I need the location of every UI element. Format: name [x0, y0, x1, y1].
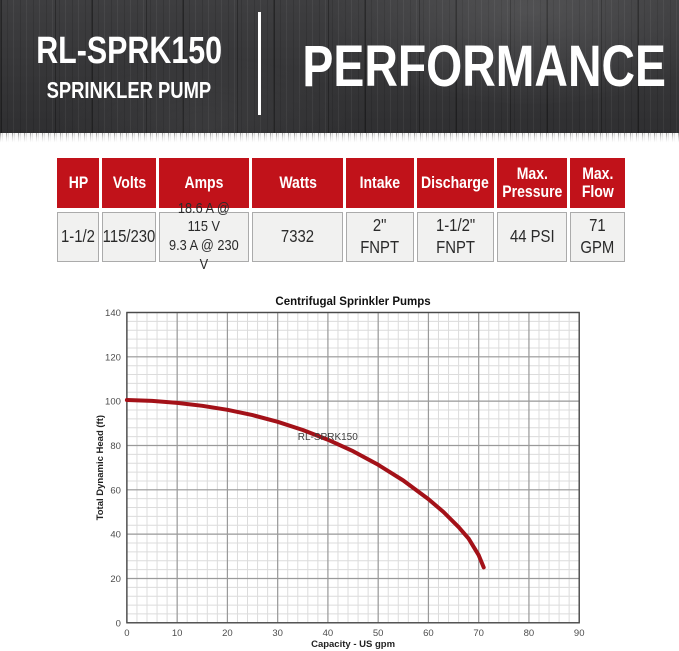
y-tick-label: 40 — [110, 530, 121, 541]
spec-column-discharge: Discharge 1-1/2" FNPT — [416, 158, 494, 262]
x-tick-label: 50 — [373, 628, 384, 639]
spec-header-cell: Max. Flow — [570, 158, 625, 208]
curve-label: RL-SPRK150 — [298, 432, 358, 443]
pump-curve — [124, 398, 486, 570]
x-tick-label: 0 — [124, 628, 129, 639]
spec-value: 1-1/2 — [61, 226, 96, 247]
spec-column-max-flow: Max. Flow 71 GPM — [570, 158, 625, 262]
y-tick-label: 120 — [105, 352, 121, 363]
spec-header-cell: Max. Pressure — [496, 158, 568, 208]
x-tick-label: 60 — [423, 628, 434, 639]
spec-column-volts: Volts 115/230 — [102, 158, 157, 262]
spec-header-label: Amps — [184, 173, 224, 192]
product-type: SPRINKLER PUMP — [46, 76, 212, 103]
plot-border — [126, 311, 580, 624]
y-tick-label: 100 — [105, 397, 121, 408]
y-tick-label: 140 — [105, 308, 121, 319]
y-tick-label: 0 — [116, 618, 121, 629]
spec-value: 44 PSI — [509, 226, 555, 247]
x-tick-label: 70 — [473, 628, 484, 639]
spec-column-intake: Intake 2" FNPT — [346, 158, 414, 262]
chart-title: Centrifugal Sprinkler Pumps — [275, 296, 430, 308]
performance-title: PERFORMANCE — [302, 33, 667, 99]
spec-header-cell: Watts — [251, 158, 344, 208]
spec-header-label: HP — [68, 173, 88, 192]
x-tick-label: 90 — [574, 628, 585, 639]
torn-edge — [0, 133, 679, 143]
spec-value: 115/230 — [102, 226, 156, 247]
y-tick-label: 80 — [110, 441, 121, 452]
spec-column-max-pressure: Max. Pressure 44 PSI — [496, 158, 568, 262]
spec-header-label: Watts — [278, 173, 317, 192]
performance-chart: RL-SPRK150 0 10 20 30 40 50 60 70 80 90 0 20 40 60 80 10… — [0, 283, 679, 651]
spec-header-cell: Intake — [346, 158, 414, 208]
spec-value: 71 GPM — [580, 215, 615, 257]
spec-value-cell: 1-1/2" FNPT — [416, 212, 494, 262]
x-tick-label: 80 — [524, 628, 535, 639]
spec-column-watts: Watts 7332 — [251, 158, 344, 262]
product-model: RL-SPRK150 — [36, 29, 222, 72]
performance-title-block: PERFORMANCE — [290, 0, 679, 133]
x-tick-label: 40 — [323, 628, 334, 639]
spec-header-label: Max. Pressure — [502, 164, 563, 201]
product-title-block: RL-SPRK150 SPRINKLER PUMP — [0, 0, 258, 133]
pump-curve-chart: RL-SPRK150 0 10 20 30 40 50 60 70 80 90 0 20 40 60 80 10… — [95, 296, 585, 650]
spec-column-hp: HP 1-1/2 — [57, 158, 100, 262]
spec-header-cell: Amps — [159, 158, 249, 208]
spec-header-cell: HP — [57, 158, 100, 208]
spec-value-cell: 18.6 A @ 115 V 9.3 A @ 230 V — [159, 200, 249, 273]
spec-value-cell: 2" FNPT — [346, 212, 414, 262]
spec-value: 7332 — [281, 226, 315, 247]
spec-value-cell: 44 PSI — [496, 212, 568, 262]
spec-value-cell: 71 GPM — [570, 212, 625, 262]
spec-header-label: Intake — [359, 173, 401, 192]
y-axis-label: Total Dynamic Head (ft) — [95, 415, 106, 520]
x-tick-label: 30 — [272, 628, 283, 639]
plot-background — [126, 312, 580, 623]
spec-value: 2" FNPT — [360, 215, 400, 257]
spec-header-label: Max. Flow — [581, 164, 614, 201]
spec-table-columns: HP 1-1/2 Volts 115/230 Amps 18.6 A @ 115 V 9.… — [57, 158, 625, 273]
spec-value-cell: 7332 — [251, 212, 344, 262]
x-axis-label: Capacity - US gpm — [311, 639, 395, 650]
spec-value: 1-1/2" FNPT — [435, 215, 475, 257]
spec-column-amps: Amps 18.6 A @ 115 V 9.3 A @ 230 V — [159, 158, 249, 273]
spec-value-cell: 115/230 — [102, 212, 157, 262]
spec-header-label: Discharge — [421, 173, 490, 192]
spec-header-label: Volts — [112, 173, 146, 192]
spec-value: 18.6 A @ 115 V 9.3 A @ 230 V — [169, 199, 239, 273]
y-tick-label: 20 — [110, 574, 121, 585]
spec-header-cell: Volts — [102, 158, 157, 208]
x-tick-label: 20 — [222, 628, 233, 639]
y-tick-label: 60 — [110, 485, 121, 496]
x-tick-label: 10 — [172, 628, 183, 639]
spec-value-cell: 1-1/2 — [57, 212, 100, 262]
spec-table: HP 1-1/2 Volts 115/230 Amps 18.6 A @ 115 V 9.… — [57, 158, 625, 273]
header-banner: RL-SPRK150 SPRINKLER PUMP PERFORMANCE — [0, 0, 679, 143]
wood-texture-background — [0, 0, 679, 133]
header-divider — [258, 12, 261, 115]
spec-header-cell: Discharge — [416, 158, 494, 208]
